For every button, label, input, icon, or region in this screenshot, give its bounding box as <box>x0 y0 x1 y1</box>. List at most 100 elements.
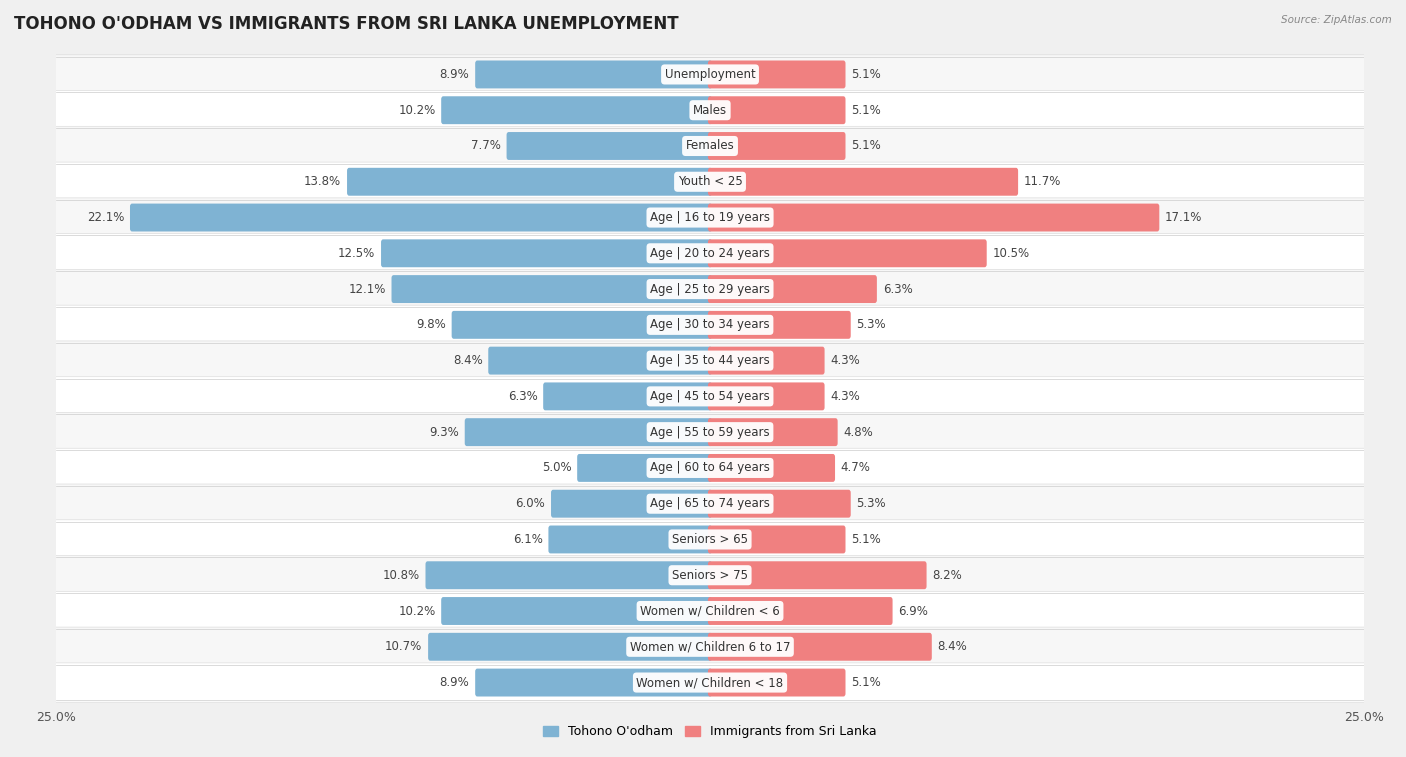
FancyBboxPatch shape <box>451 311 711 339</box>
FancyBboxPatch shape <box>465 418 711 446</box>
Text: 13.8%: 13.8% <box>304 176 342 188</box>
FancyBboxPatch shape <box>709 239 987 267</box>
Text: 6.3%: 6.3% <box>883 282 912 295</box>
FancyBboxPatch shape <box>381 239 711 267</box>
Text: Females: Females <box>686 139 734 152</box>
Text: 8.4%: 8.4% <box>453 354 482 367</box>
Text: 10.5%: 10.5% <box>993 247 1029 260</box>
FancyBboxPatch shape <box>709 490 851 518</box>
FancyBboxPatch shape <box>55 413 1365 452</box>
FancyBboxPatch shape <box>709 168 1018 196</box>
Text: Age | 20 to 24 years: Age | 20 to 24 years <box>650 247 770 260</box>
FancyBboxPatch shape <box>709 382 824 410</box>
Text: 10.7%: 10.7% <box>385 640 422 653</box>
Text: 6.1%: 6.1% <box>513 533 543 546</box>
Text: 10.8%: 10.8% <box>382 569 420 581</box>
Text: 11.7%: 11.7% <box>1024 176 1062 188</box>
FancyBboxPatch shape <box>709 96 845 124</box>
Text: 8.2%: 8.2% <box>932 569 962 581</box>
Text: Women w/ Children < 6: Women w/ Children < 6 <box>640 605 780 618</box>
FancyBboxPatch shape <box>55 305 1365 344</box>
Text: Women w/ Children < 18: Women w/ Children < 18 <box>637 676 783 689</box>
FancyBboxPatch shape <box>709 597 893 625</box>
FancyBboxPatch shape <box>488 347 711 375</box>
Text: 5.3%: 5.3% <box>856 497 886 510</box>
Text: 22.1%: 22.1% <box>87 211 124 224</box>
FancyBboxPatch shape <box>441 597 711 625</box>
FancyBboxPatch shape <box>55 269 1365 309</box>
Text: 5.0%: 5.0% <box>541 462 571 475</box>
Text: Age | 25 to 29 years: Age | 25 to 29 years <box>650 282 770 295</box>
Text: 5.1%: 5.1% <box>851 139 882 152</box>
Text: 5.1%: 5.1% <box>851 68 882 81</box>
Text: 5.1%: 5.1% <box>851 533 882 546</box>
Text: 4.3%: 4.3% <box>831 390 860 403</box>
FancyBboxPatch shape <box>548 525 711 553</box>
Text: Age | 30 to 34 years: Age | 30 to 34 years <box>650 319 770 332</box>
Text: 10.2%: 10.2% <box>398 104 436 117</box>
FancyBboxPatch shape <box>709 633 932 661</box>
FancyBboxPatch shape <box>709 561 927 589</box>
FancyBboxPatch shape <box>709 668 845 696</box>
FancyBboxPatch shape <box>426 561 711 589</box>
FancyBboxPatch shape <box>709 61 845 89</box>
FancyBboxPatch shape <box>709 418 838 446</box>
Text: Age | 16 to 19 years: Age | 16 to 19 years <box>650 211 770 224</box>
Text: Age | 35 to 44 years: Age | 35 to 44 years <box>650 354 770 367</box>
Text: 4.7%: 4.7% <box>841 462 870 475</box>
FancyBboxPatch shape <box>129 204 711 232</box>
Text: 8.4%: 8.4% <box>938 640 967 653</box>
FancyBboxPatch shape <box>55 341 1365 380</box>
FancyBboxPatch shape <box>55 234 1365 273</box>
FancyBboxPatch shape <box>55 448 1365 488</box>
FancyBboxPatch shape <box>475 668 711 696</box>
FancyBboxPatch shape <box>709 204 1160 232</box>
Text: 12.5%: 12.5% <box>337 247 375 260</box>
FancyBboxPatch shape <box>441 96 711 124</box>
Text: 9.8%: 9.8% <box>416 319 446 332</box>
Text: 8.9%: 8.9% <box>440 676 470 689</box>
FancyBboxPatch shape <box>427 633 711 661</box>
Text: 12.1%: 12.1% <box>349 282 385 295</box>
FancyBboxPatch shape <box>709 347 824 375</box>
Text: 5.1%: 5.1% <box>851 676 882 689</box>
Text: 9.3%: 9.3% <box>429 425 458 438</box>
FancyBboxPatch shape <box>55 162 1365 201</box>
FancyBboxPatch shape <box>55 484 1365 523</box>
Text: 6.3%: 6.3% <box>508 390 537 403</box>
Text: 4.8%: 4.8% <box>844 425 873 438</box>
FancyBboxPatch shape <box>709 311 851 339</box>
FancyBboxPatch shape <box>543 382 711 410</box>
FancyBboxPatch shape <box>709 454 835 482</box>
FancyBboxPatch shape <box>55 556 1365 595</box>
FancyBboxPatch shape <box>391 275 711 303</box>
Text: Youth < 25: Youth < 25 <box>678 176 742 188</box>
Text: 6.9%: 6.9% <box>898 605 928 618</box>
FancyBboxPatch shape <box>347 168 711 196</box>
Text: Age | 65 to 74 years: Age | 65 to 74 years <box>650 497 770 510</box>
Text: 8.9%: 8.9% <box>440 68 470 81</box>
Text: Women w/ Children 6 to 17: Women w/ Children 6 to 17 <box>630 640 790 653</box>
Text: TOHONO O'ODHAM VS IMMIGRANTS FROM SRI LANKA UNEMPLOYMENT: TOHONO O'ODHAM VS IMMIGRANTS FROM SRI LA… <box>14 15 679 33</box>
Text: 10.2%: 10.2% <box>398 605 436 618</box>
FancyBboxPatch shape <box>55 126 1365 166</box>
Text: Seniors > 65: Seniors > 65 <box>672 533 748 546</box>
FancyBboxPatch shape <box>55 520 1365 559</box>
FancyBboxPatch shape <box>55 91 1365 130</box>
Text: Seniors > 75: Seniors > 75 <box>672 569 748 581</box>
Text: 7.7%: 7.7% <box>471 139 501 152</box>
FancyBboxPatch shape <box>55 377 1365 416</box>
FancyBboxPatch shape <box>55 627 1365 666</box>
FancyBboxPatch shape <box>55 663 1365 702</box>
FancyBboxPatch shape <box>578 454 711 482</box>
FancyBboxPatch shape <box>709 132 845 160</box>
FancyBboxPatch shape <box>709 275 877 303</box>
FancyBboxPatch shape <box>55 591 1365 631</box>
Text: Age | 45 to 54 years: Age | 45 to 54 years <box>650 390 770 403</box>
FancyBboxPatch shape <box>506 132 711 160</box>
FancyBboxPatch shape <box>475 61 711 89</box>
Text: Age | 55 to 59 years: Age | 55 to 59 years <box>650 425 770 438</box>
Text: Unemployment: Unemployment <box>665 68 755 81</box>
FancyBboxPatch shape <box>55 198 1365 237</box>
FancyBboxPatch shape <box>55 55 1365 94</box>
